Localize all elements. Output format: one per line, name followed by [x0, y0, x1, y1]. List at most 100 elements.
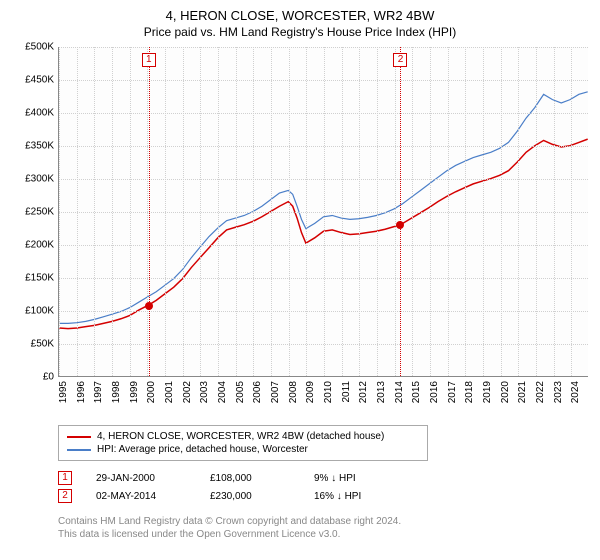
sale-date: 29-JAN-2000	[96, 473, 186, 484]
chart-subtitle: Price paid vs. HM Land Registry's House …	[8, 25, 592, 39]
x-tick-label: 2003	[199, 381, 210, 403]
gridline-v	[306, 47, 307, 376]
attribution-line: Contains HM Land Registry data © Crown c…	[58, 515, 592, 528]
legend-label: 4, HERON CLOSE, WORCESTER, WR2 4BW (deta…	[97, 431, 384, 442]
x-axis: 1995199619971998199920002001200220032004…	[58, 377, 588, 417]
sale-marker-dot	[396, 221, 404, 229]
y-tick-label: £150K	[25, 273, 54, 284]
x-tick-label: 2013	[376, 381, 387, 403]
x-tick-label: 1997	[93, 381, 104, 403]
x-tick-label: 2015	[411, 381, 422, 403]
legend-label: HPI: Average price, detached house, Worc…	[97, 444, 308, 455]
attribution: Contains HM Land Registry data © Crown c…	[58, 515, 592, 541]
gridline-v	[342, 47, 343, 376]
gridline-v	[165, 47, 166, 376]
gridline-v	[324, 47, 325, 376]
sale-price: £230,000	[210, 491, 290, 502]
sale-marker-line	[400, 47, 401, 376]
gridline-v	[518, 47, 519, 376]
x-tick-label: 2005	[235, 381, 246, 403]
plot-area: 12	[58, 47, 588, 377]
gridline-v	[253, 47, 254, 376]
legend: 4, HERON CLOSE, WORCESTER, WR2 4BW (deta…	[58, 425, 428, 461]
sale-marker-dot	[145, 302, 153, 310]
sale-number-box: 1	[58, 471, 72, 485]
x-tick-label: 2011	[341, 381, 352, 403]
x-tick-label: 2022	[535, 381, 546, 403]
sale-date: 02-MAY-2014	[96, 491, 186, 502]
sales-table-row: 2 02-MAY-2014 £230,000 16% ↓ HPI	[58, 487, 592, 505]
gridline-v	[430, 47, 431, 376]
x-tick-label: 2021	[517, 381, 528, 403]
sale-marker-box: 1	[142, 53, 156, 67]
gridline-v	[536, 47, 537, 376]
chart-area: £0£50K£100K£150K£200K£250K£300K£350K£400…	[8, 47, 592, 417]
sale-price: £108,000	[210, 473, 290, 484]
x-tick-label: 2007	[270, 381, 281, 403]
chart-container: 4, HERON CLOSE, WORCESTER, WR2 4BW Price…	[0, 0, 600, 549]
gridline-v	[554, 47, 555, 376]
x-tick-label: 2019	[482, 381, 493, 403]
gridline-v	[483, 47, 484, 376]
legend-swatch	[67, 449, 91, 451]
gridline-v	[200, 47, 201, 376]
gridline-v	[289, 47, 290, 376]
sale-pct: 9% ↓ HPI	[314, 473, 404, 484]
gridline-v	[377, 47, 378, 376]
x-tick-label: 2002	[182, 381, 193, 403]
gridline-v	[271, 47, 272, 376]
x-tick-label: 1999	[129, 381, 140, 403]
x-tick-label: 2020	[500, 381, 511, 403]
x-tick-label: 1998	[111, 381, 122, 403]
gridline-v	[183, 47, 184, 376]
x-tick-label: 2018	[464, 381, 475, 403]
y-tick-label: £100K	[25, 306, 54, 317]
y-tick-label: £250K	[25, 207, 54, 218]
gridline-v	[448, 47, 449, 376]
gridline-v	[359, 47, 360, 376]
x-tick-label: 2016	[429, 381, 440, 403]
x-tick-label: 1996	[76, 381, 87, 403]
sale-pct: 16% ↓ HPI	[314, 491, 404, 502]
x-tick-label: 2009	[305, 381, 316, 403]
x-tick-label: 2001	[164, 381, 175, 403]
chart-title: 4, HERON CLOSE, WORCESTER, WR2 4BW	[8, 8, 592, 23]
gridline-v	[465, 47, 466, 376]
gridline-v	[501, 47, 502, 376]
y-tick-label: £200K	[25, 240, 54, 251]
x-tick-label: 2012	[358, 381, 369, 403]
sale-marker-line	[149, 47, 150, 376]
legend-swatch	[67, 436, 91, 438]
sales-table-row: 1 29-JAN-2000 £108,000 9% ↓ HPI	[58, 469, 592, 487]
legend-item-hpi: HPI: Average price, detached house, Worc…	[67, 443, 419, 456]
gridline-v	[236, 47, 237, 376]
sale-marker-box: 2	[393, 53, 407, 67]
y-tick-label: £300K	[25, 174, 54, 185]
attribution-line: This data is licensed under the Open Gov…	[58, 528, 592, 541]
y-axis: £0£50K£100K£150K£200K£250K£300K£350K£400…	[8, 47, 58, 377]
x-tick-label: 2006	[252, 381, 263, 403]
x-tick-label: 2010	[323, 381, 334, 403]
gridline-v	[112, 47, 113, 376]
sales-table: 1 29-JAN-2000 £108,000 9% ↓ HPI 2 02-MAY-2014…	[58, 469, 592, 505]
x-tick-label: 2004	[217, 381, 228, 403]
y-tick-label: £0	[43, 372, 54, 383]
legend-item-price-paid: 4, HERON CLOSE, WORCESTER, WR2 4BW (deta…	[67, 430, 419, 443]
x-tick-label: 2000	[146, 381, 157, 403]
x-tick-label: 2017	[447, 381, 458, 403]
gridline-v	[130, 47, 131, 376]
gridline-v	[94, 47, 95, 376]
y-tick-label: £400K	[25, 108, 54, 119]
sale-number-box: 2	[58, 489, 72, 503]
gridline-v	[77, 47, 78, 376]
y-tick-label: £350K	[25, 141, 54, 152]
gridline-v	[395, 47, 396, 376]
x-tick-label: 2024	[570, 381, 581, 403]
x-tick-label: 2014	[394, 381, 405, 403]
gridline-v	[412, 47, 413, 376]
gridline-v	[59, 47, 60, 376]
y-tick-label: £500K	[25, 42, 54, 53]
gridline-v	[218, 47, 219, 376]
x-tick-label: 2023	[553, 381, 564, 403]
gridline-v	[571, 47, 572, 376]
